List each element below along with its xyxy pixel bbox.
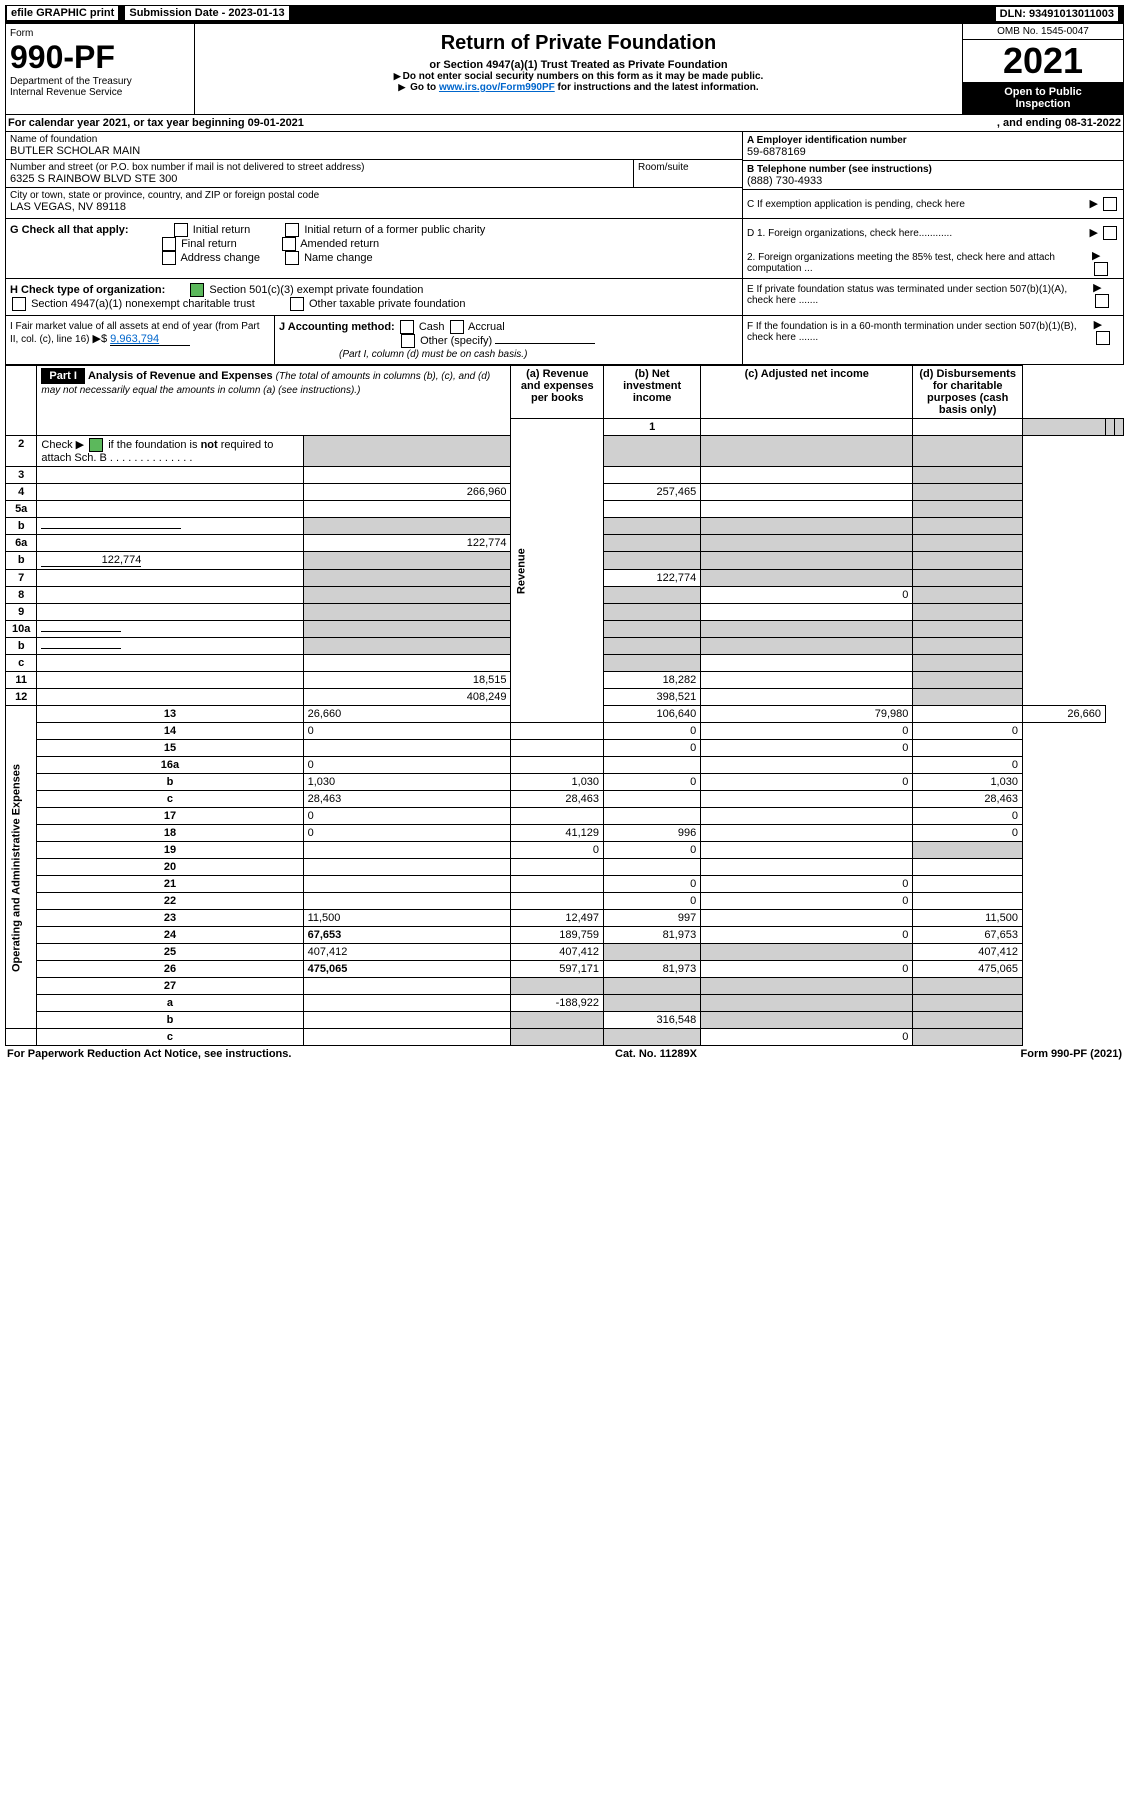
part1-title: Analysis of Revenue and Expenses [88, 370, 273, 382]
h-other-cb[interactable] [290, 297, 304, 311]
phone-label: B Telephone number (see instructions) [747, 164, 932, 175]
j-accrual-cb[interactable] [450, 320, 464, 334]
form-word: Form [10, 28, 190, 39]
submission-date: Submission Date - 2023-01-13 [125, 6, 288, 20]
cal-year-end: , and ending 08-31-2022 [997, 117, 1121, 129]
f-cb[interactable] [1096, 331, 1110, 345]
open-public-1: Open to Public [967, 86, 1119, 98]
h-other: Other taxable private foundation [309, 298, 466, 310]
phone-value: (888) 730-4933 [747, 175, 932, 187]
foundation-name: BUTLER SCHOLAR MAIN [10, 145, 738, 157]
part1-label: Part I [41, 368, 85, 384]
j-other-cb[interactable] [401, 334, 415, 348]
note-ssn: Do not enter social security numbers on … [199, 71, 958, 82]
address-value: 6325 S RAINBOW BLVD STE 300 [10, 173, 629, 185]
form-subtitle: or Section 4947(a)(1) Trust Treated as P… [199, 59, 958, 71]
h-501: Section 501(c)(3) exempt private foundat… [209, 284, 423, 296]
d1-cb[interactable] [1103, 226, 1117, 240]
d2-cb[interactable] [1094, 262, 1108, 276]
form-number: 990-PF [10, 39, 190, 76]
omb-no: OMB No. 1545-0047 [963, 24, 1123, 40]
g-label: G Check all that apply: [10, 224, 129, 236]
c-checkbox[interactable] [1103, 197, 1117, 211]
g-final: Final return [181, 238, 237, 250]
g-former-cb[interactable] [285, 223, 299, 237]
h-501-cb[interactable] [190, 283, 204, 297]
g-name: Name change [304, 252, 373, 264]
irs: Internal Revenue Service [10, 87, 190, 98]
g-initial-cb[interactable] [174, 223, 188, 237]
footer-left: For Paperwork Reduction Act Notice, see … [7, 1048, 291, 1060]
note-goto-b: for instructions and the latest informat… [555, 82, 759, 93]
g-initial: Initial return [193, 224, 250, 236]
j-label: J Accounting method: [279, 321, 395, 333]
ein-value: 59-6878169 [747, 146, 907, 158]
d2-label: 2. Foreign organizations meeting the 85%… [747, 252, 1092, 274]
h-label: H Check type of organization: [10, 284, 165, 296]
col-b: (b) Net investment income [604, 366, 701, 419]
e-cb[interactable] [1095, 294, 1109, 308]
note-goto-a: Go to [410, 82, 439, 93]
efile-label: efile GRAPHIC print [7, 6, 118, 20]
e-status: E If private foundation status was termi… [747, 284, 1093, 306]
j-cash: Cash [419, 321, 445, 333]
room-label: Room/suite [638, 162, 738, 173]
col-d: (d) Disbursements for charitable purpose… [913, 366, 1023, 419]
city-label: City or town, state or province, country… [10, 190, 738, 201]
g-address-cb[interactable] [162, 251, 176, 265]
dln: DLN: 93491013011003 [996, 7, 1118, 21]
j-cash-cb[interactable] [400, 320, 414, 334]
h-4947: Section 4947(a)(1) nonexempt charitable … [31, 298, 255, 310]
g-name-cb[interactable] [285, 251, 299, 265]
form-title: Return of Private Foundation [199, 32, 958, 55]
expenses-label: Operating and Administrative Expenses [6, 706, 37, 1029]
j-other: Other (specify) [420, 335, 492, 347]
col-c: (c) Adjusted net income [701, 366, 913, 419]
header-bar: efile GRAPHIC print Submission Date - 20… [5, 5, 1124, 23]
h-4947-cb[interactable] [12, 297, 26, 311]
g-address: Address change [180, 252, 260, 264]
footer-mid: Cat. No. 11289X [615, 1048, 697, 1060]
form-link[interactable]: www.irs.gov/Form990PF [439, 82, 555, 93]
c-exempt: C If exemption application is pending, c… [747, 199, 965, 210]
address-label: Number and street (or P.O. box number if… [10, 162, 629, 173]
r2-cb[interactable] [89, 438, 103, 452]
g-amended: Amended return [300, 238, 379, 250]
city-value: LAS VEGAS, NV 89118 [10, 201, 738, 213]
g-amended-cb[interactable] [282, 237, 296, 251]
d1-label: D 1. Foreign organizations, check here..… [747, 228, 952, 239]
footer-right: Form 990-PF (2021) [1021, 1048, 1122, 1060]
revenue-label: Revenue [511, 419, 604, 723]
cal-year-begin: For calendar year 2021, or tax year begi… [8, 117, 304, 129]
j-accrual: Accrual [468, 321, 505, 333]
open-public-2: Inspection [967, 98, 1119, 110]
ein-label: A Employer identification number [747, 135, 907, 146]
i-fmv-dollar: $ [101, 333, 107, 345]
f-60mo: F If the foundation is in a 60-month ter… [747, 321, 1094, 343]
i-fmv-value[interactable]: 9,963,794 [110, 333, 190, 346]
j-note: (Part I, column (d) must be on cash basi… [339, 349, 527, 360]
dept-treasury: Department of the Treasury [10, 76, 190, 87]
g-final-cb[interactable] [162, 237, 176, 251]
col-a: (a) Revenue and expenses per books [511, 366, 604, 419]
g-former: Initial return of a former public charit… [304, 224, 485, 236]
tax-year: 2021 [963, 40, 1123, 82]
name-label: Name of foundation [10, 134, 738, 145]
